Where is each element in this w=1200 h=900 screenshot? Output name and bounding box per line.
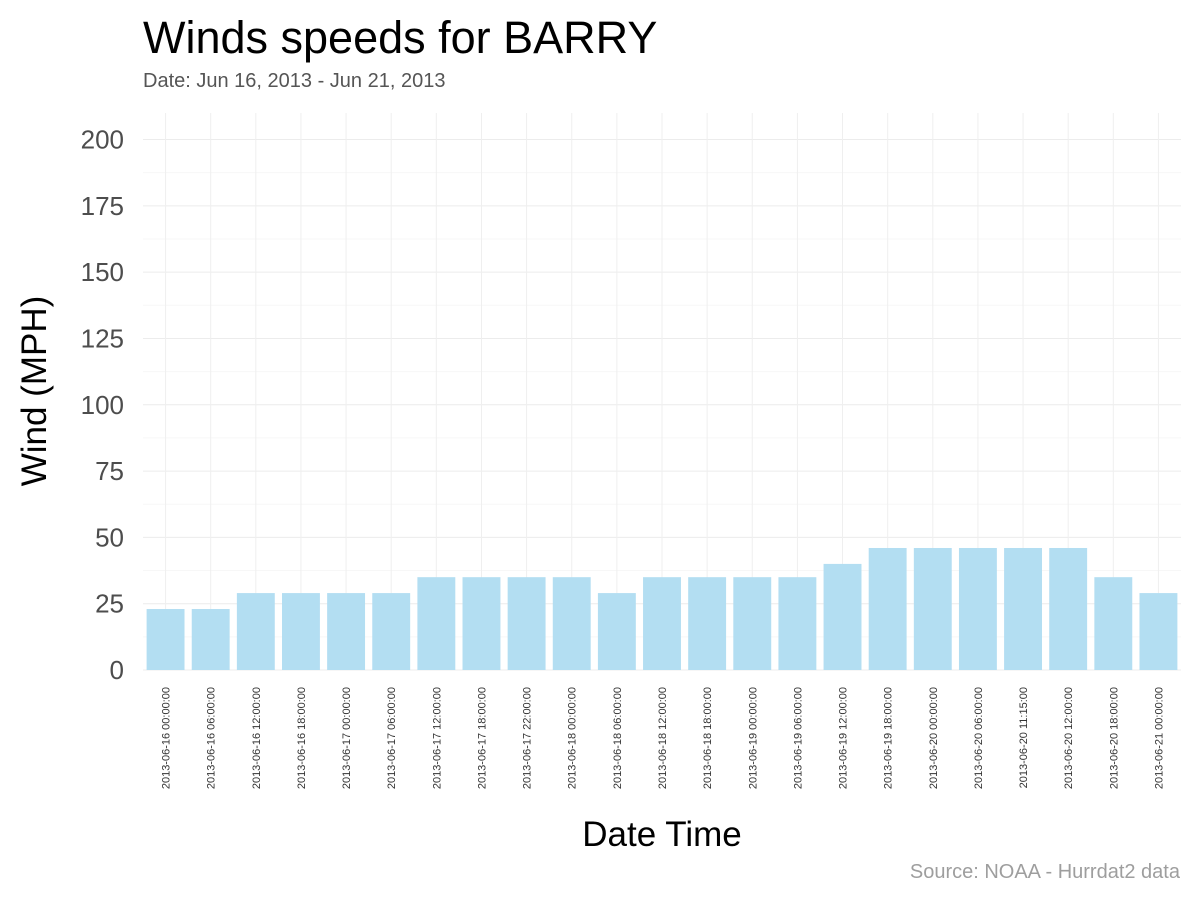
bar — [868, 547, 907, 670]
x-tick-label: 2013-06-19 18:00:00 — [883, 687, 895, 789]
x-tick-label: 2013-06-17 18:00:00 — [476, 687, 488, 789]
x-tick-label: 2013-06-20 11:15:00 — [1018, 687, 1030, 788]
y-tick-label: 200 — [81, 125, 124, 155]
x-tick-label: 2013-06-16 18:00:00 — [296, 687, 308, 789]
bar — [417, 577, 456, 670]
bar — [462, 577, 501, 670]
bar — [733, 577, 772, 670]
bar — [507, 577, 546, 670]
y-tick-label: 100 — [81, 390, 124, 420]
x-tick-label: 2013-06-16 00:00:00 — [161, 687, 173, 789]
bar — [1049, 547, 1088, 670]
x-axis-label: Date Time — [582, 815, 742, 854]
chart-subtitle: Date: Jun 16, 2013 - Jun 21, 2013 — [143, 70, 446, 92]
bar — [688, 577, 727, 670]
x-tick-label: 2013-06-20 06:00:00 — [973, 687, 985, 789]
y-axis-label: Wind (MPH) — [15, 296, 54, 487]
bar — [597, 593, 636, 670]
x-tick-label: 2013-06-18 18:00:00 — [702, 687, 714, 789]
x-tick-label: 2013-06-20 18:00:00 — [1108, 687, 1120, 789]
bars — [146, 547, 1178, 670]
y-tick-label: 125 — [81, 323, 124, 353]
bar — [823, 563, 862, 670]
x-tick-label: 2013-06-17 06:00:00 — [386, 687, 398, 789]
source-caption: Source: NOAA - Hurrdat2 data — [909, 861, 1180, 883]
x-tick-label: 2013-06-19 06:00:00 — [792, 687, 804, 789]
y-tick-label: 75 — [95, 456, 124, 486]
bar — [1004, 547, 1042, 670]
y-tick-label: 0 — [110, 655, 124, 685]
x-tick-label: 2013-06-17 00:00:00 — [341, 687, 353, 789]
bar — [552, 577, 591, 670]
x-tick-label: 2013-06-17 22:00:00 — [522, 687, 534, 789]
y-tick-labels: 0 25 50 75 100 125 150 175 200 — [81, 125, 124, 685]
bar — [191, 608, 230, 670]
x-tick-label: 2013-06-18 12:00:00 — [657, 687, 669, 789]
bar — [643, 577, 681, 670]
y-tick-label: 25 — [95, 589, 124, 619]
x-tick-label: 2013-06-18 06:00:00 — [612, 687, 624, 789]
bar — [1139, 593, 1178, 670]
bar — [282, 593, 320, 670]
bar — [146, 608, 185, 670]
x-tick-label: 2013-06-20 12:00:00 — [1063, 687, 1075, 789]
y-tick-label: 175 — [81, 191, 124, 221]
x-tick-label: 2013-06-21 00:00:00 — [1153, 687, 1165, 789]
x-tick-label: 2013-06-18 00:00:00 — [567, 687, 579, 789]
y-tick-label: 150 — [81, 257, 124, 287]
bar — [327, 593, 366, 670]
y-tick-label: 50 — [95, 522, 124, 552]
bar — [1094, 577, 1133, 670]
bar — [372, 593, 411, 670]
bar — [236, 593, 275, 670]
x-tick-label: 2013-06-16 06:00:00 — [206, 687, 218, 789]
x-tick-label: 2013-06-19 00:00:00 — [747, 687, 759, 789]
bar — [778, 577, 817, 670]
bar — [913, 547, 952, 670]
bar — [958, 547, 997, 670]
x-tick-label: 2013-06-19 12:00:00 — [838, 687, 850, 789]
x-tick-label: 2013-06-17 12:00:00 — [431, 687, 443, 789]
chart-title: Winds speeds for BARRY — [143, 12, 658, 63]
x-tick-label: 2013-06-20 00:00:00 — [928, 687, 940, 789]
x-tick-label: 2013-06-16 12:00:00 — [251, 687, 263, 789]
x-tick-labels: 2013-06-16 00:00:00 2013-06-16 06:00:00 20… — [161, 687, 1166, 789]
